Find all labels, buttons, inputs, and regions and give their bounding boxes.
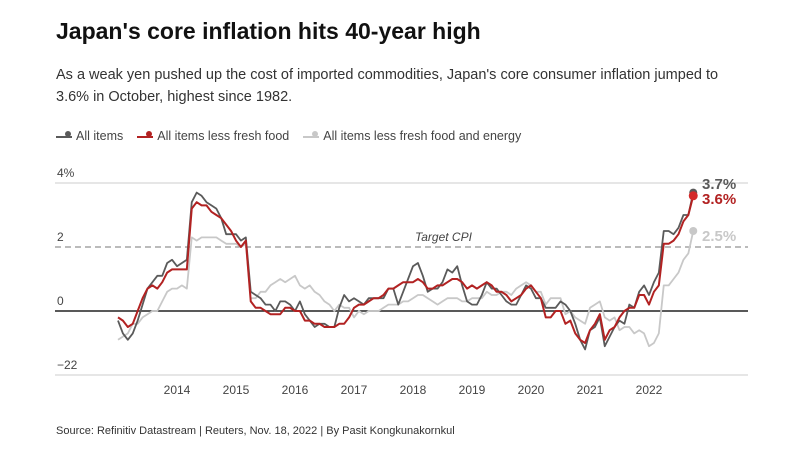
chart-title: Japan's core inflation hits 40-year high (56, 18, 481, 44)
legend: All items All items less fresh food All … (56, 129, 521, 143)
source-note: Source: Refinitiv Datastream | Reuters, … (56, 425, 455, 437)
legend-label: All items less fresh food (157, 129, 290, 143)
x-tick-label: 2017 (341, 383, 368, 397)
y-tick-label: −22 (57, 358, 78, 372)
y-tick-label: 2 (57, 230, 64, 244)
x-tick-label: 2018 (400, 383, 427, 397)
series-line (117, 191, 695, 351)
legend-swatch-icon (303, 131, 320, 138)
target-cpi-label: Target CPI (415, 230, 473, 244)
end-value-label: 2.5% (702, 228, 736, 245)
y-tick-label: 0 (57, 294, 64, 308)
legend-item-all-items: All items (56, 129, 123, 143)
x-tick-label: 2015 (223, 383, 250, 397)
legend-label: All items less fresh food and energy (323, 129, 522, 143)
end-point-marker (688, 191, 698, 201)
legend-item-less-fresh-food-energy: All items less fresh food and energy (303, 129, 521, 143)
y-tick-label: 4% (57, 166, 75, 180)
chart-subtitle: As a weak yen pushed up the cost of impo… (56, 67, 719, 105)
end-value-label: 3.7% (702, 176, 736, 193)
legend-swatch-icon (56, 131, 72, 138)
legend-swatch-icon (137, 131, 154, 138)
x-tick-label: 2016 (282, 383, 309, 397)
x-tick-label: 2022 (636, 383, 663, 397)
legend-item-less-fresh-food: All items less fresh food (137, 129, 289, 143)
end-point-marker (689, 227, 698, 235)
end-point-marker (689, 188, 698, 197)
x-tick-label: 2020 (518, 383, 545, 397)
series-line (117, 195, 695, 344)
x-tick-label: 2014 (164, 383, 191, 397)
legend-label: All items (76, 129, 124, 143)
end-value-label: 3.6% (702, 191, 736, 208)
x-tick-label: 2019 (459, 383, 486, 397)
series-line (117, 230, 695, 348)
x-tick-label: 2021 (577, 383, 604, 397)
